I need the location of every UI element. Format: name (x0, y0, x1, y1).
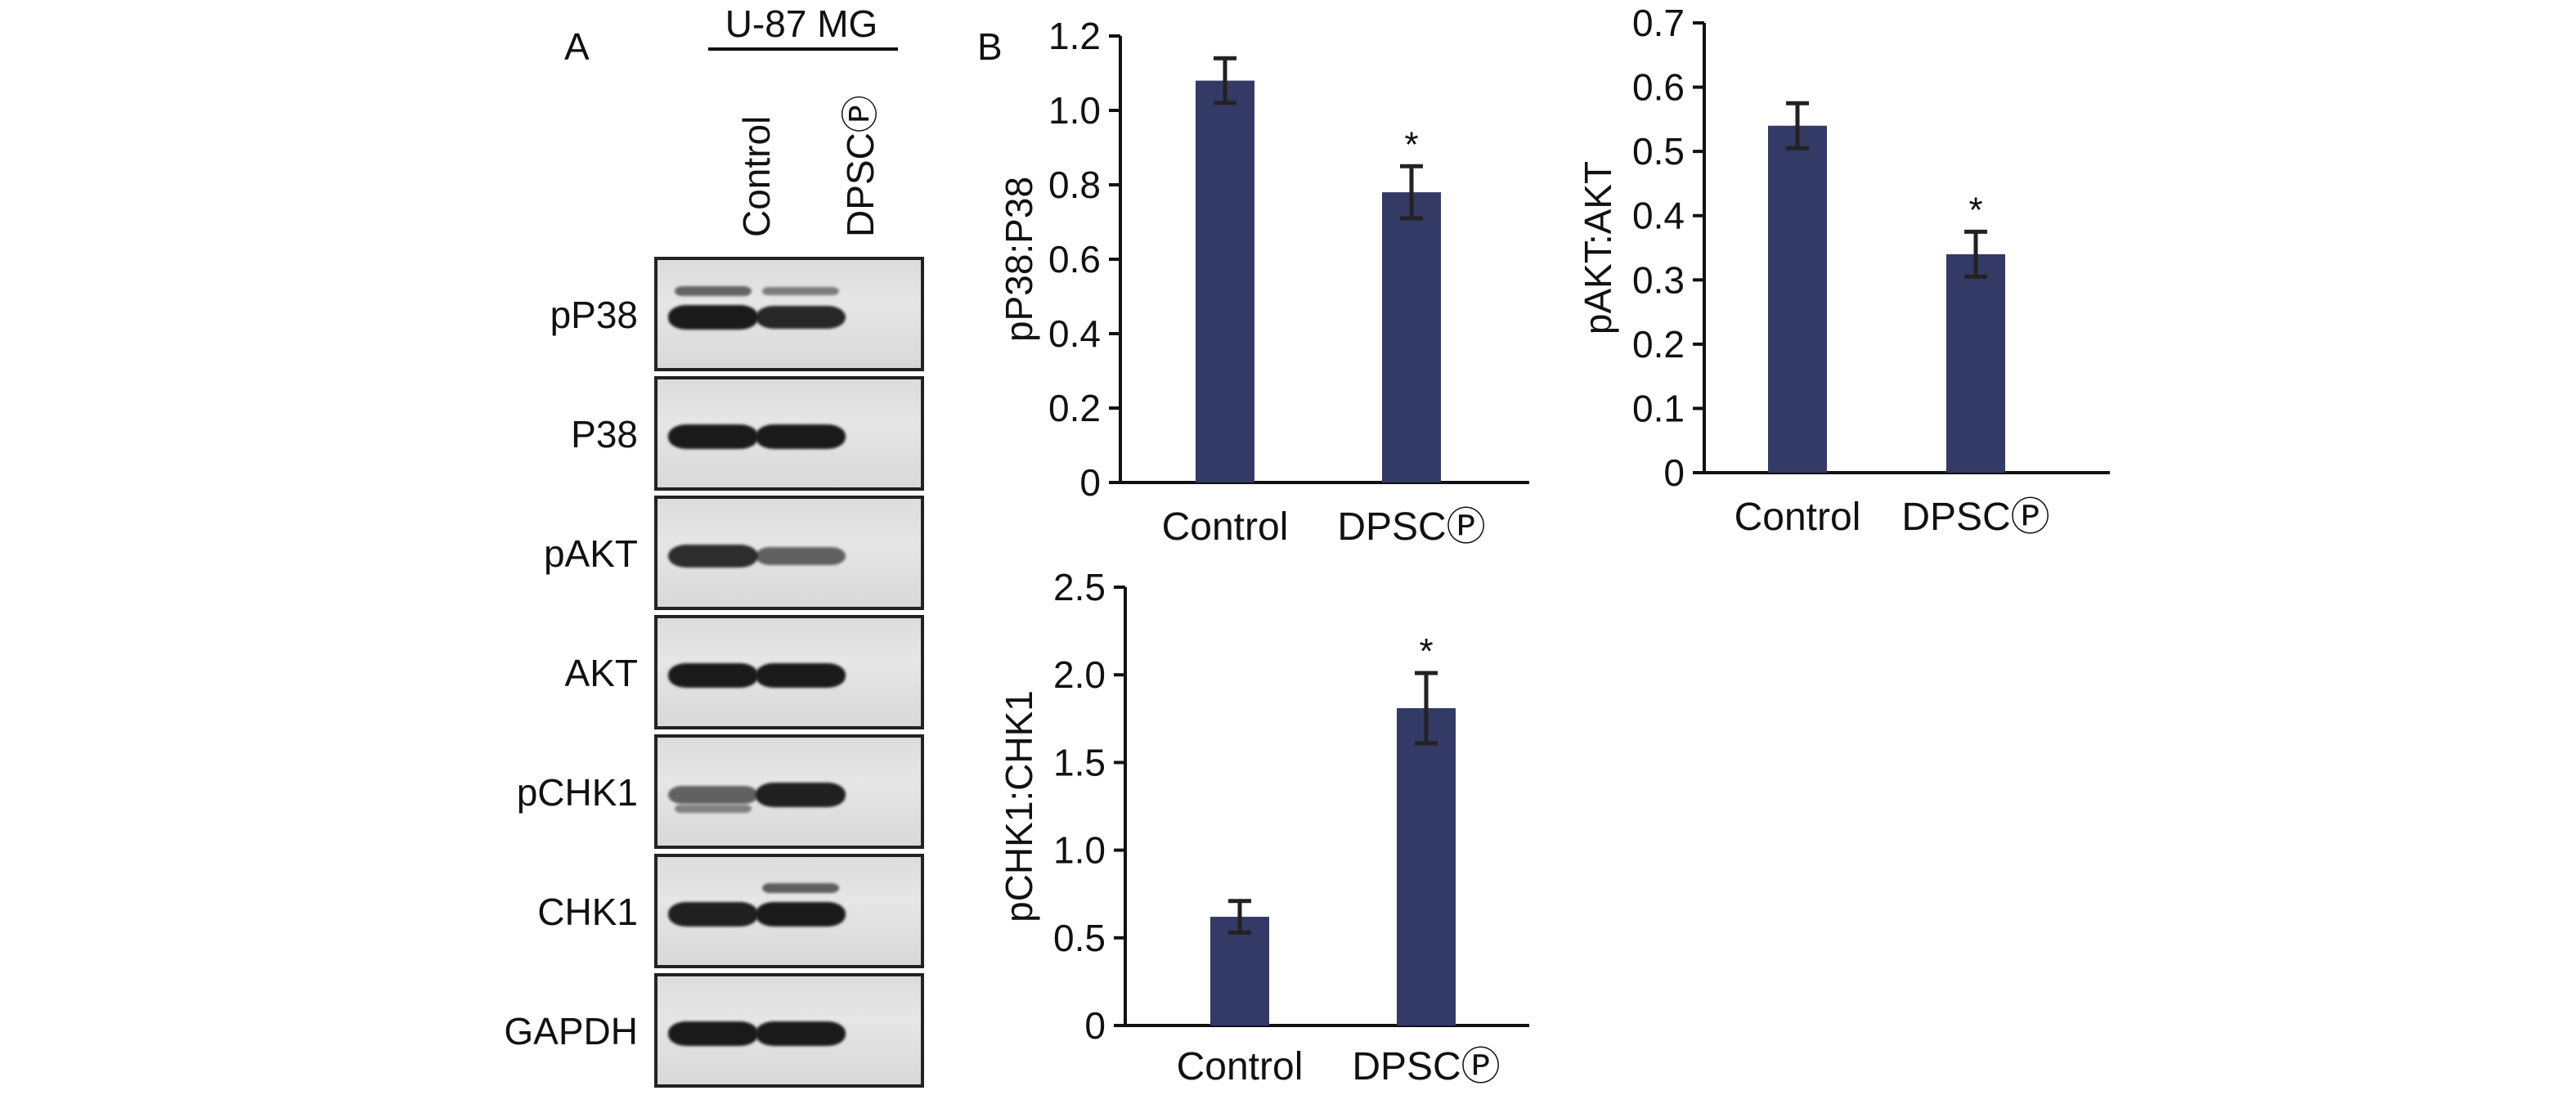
y-tick-label: 0.3 (1632, 258, 1685, 301)
x-tick-label: DPSCⓅ (1337, 505, 1485, 549)
blot-band (756, 663, 846, 688)
bar (1397, 707, 1456, 1025)
significance-marker: * (1968, 190, 1982, 230)
y-axis-label: pP38:P38 (998, 177, 1040, 342)
cell-line-underline (708, 47, 898, 51)
x-tick-label: DPSCⓅ (1901, 496, 2049, 539)
bar-chart-pp38: 0 0.2 0.4 0.6 0.8 1.0 1.2 pP38:P38 Control * DPSCⓅ (998, 15, 1529, 549)
y-tick-label: 0 (1084, 1004, 1106, 1047)
panel-b-label: B (977, 25, 1003, 68)
y-tick-label: 0.4 (1048, 312, 1101, 355)
y-tick-label: 0.4 (1632, 195, 1685, 237)
bar-chart-pchk1: 0 0.5 1.0 1.5 2.0 2.5 pCHK1:CHK1 Control * DPSCⓅ (998, 566, 1529, 1088)
blot-strip (654, 973, 924, 1088)
blot-band (668, 545, 758, 568)
cell-line-label: U-87 MG (725, 2, 878, 45)
y-tick-label: 0 (1663, 451, 1685, 494)
lane-label-dpsc: DPSCⓅ (839, 95, 882, 237)
blot-band (756, 547, 846, 565)
blot-band (668, 1021, 758, 1046)
blot-row-label: pP38 (550, 294, 638, 336)
y-tick-label: 2.5 (1053, 566, 1106, 608)
blot-row-label: CHK1 (537, 891, 638, 933)
blot-band-secondary (762, 882, 839, 894)
y-axis-label: pAKT:AKT (1577, 161, 1619, 334)
x-tick-label: Control (1735, 496, 1861, 539)
blot-band (756, 305, 846, 330)
y-axis-label: pCHK1:CHK1 (998, 690, 1040, 922)
x-tick-label: Control (1162, 505, 1289, 549)
y-tick-label: 0.2 (1048, 387, 1101, 429)
blot-band (668, 305, 758, 330)
blot-band (756, 783, 846, 807)
blot-band-secondary (675, 285, 752, 297)
blot-band (668, 663, 758, 688)
y-tick-label: 0.5 (1053, 917, 1106, 959)
blot-row-label: pCHK1 (516, 771, 638, 814)
y-tick-label: 0 (1079, 461, 1101, 504)
y-tick-label: 0.7 (1632, 2, 1685, 44)
significance-marker: * (1419, 631, 1433, 671)
blot-band (668, 786, 758, 804)
blot-row-label: P38 (571, 413, 638, 456)
blot-band (668, 424, 758, 449)
bar (1946, 254, 2005, 473)
y-tick-label: 0.8 (1048, 164, 1101, 206)
bar-chart-pakt: 0 0.1 0.2 0.3 0.4 0.5 0.6 0.7 pAKT:AKT Control * DP… (1577, 2, 2110, 539)
blot-row-label: GAPDH (504, 1010, 638, 1052)
bar (1768, 125, 1827, 473)
y-tick-label: 1.5 (1053, 741, 1106, 783)
y-tick-label: 0.6 (1048, 238, 1101, 280)
panel-a-label: A (564, 25, 590, 68)
blot-band (756, 902, 846, 927)
blot-band (756, 1021, 846, 1046)
blot-strip (654, 734, 924, 849)
y-tick-label: 1.0 (1053, 829, 1106, 872)
blot-strip (654, 496, 924, 610)
blot-strip (654, 257, 924, 371)
blot-row-label: pAKT (543, 532, 638, 575)
blot-band-secondary (675, 805, 752, 814)
y-tick-label: 0.1 (1632, 387, 1685, 429)
significance-marker: * (1404, 124, 1418, 164)
blot-strip (654, 615, 924, 729)
y-tick-label: 0.2 (1632, 323, 1685, 366)
bar (1382, 192, 1441, 482)
blot-band (668, 902, 758, 927)
blot-strip (654, 376, 924, 491)
x-tick-label: DPSCⓅ (1352, 1045, 1500, 1088)
y-tick-label: 0.6 (1632, 66, 1685, 109)
y-tick-label: 2.0 (1053, 653, 1106, 696)
lane-label-control: Control (735, 115, 778, 237)
blot-strip (654, 854, 924, 968)
y-tick-label: 1.0 (1048, 89, 1101, 132)
blot-band-secondary (762, 286, 839, 296)
bar (1210, 917, 1269, 1025)
y-tick-label: 1.2 (1048, 15, 1101, 57)
y-tick-label: 0.5 (1632, 130, 1685, 173)
blot-band (756, 424, 846, 449)
bar (1196, 80, 1254, 482)
x-tick-label: Control (1177, 1045, 1304, 1088)
blot-row-label: AKT (564, 652, 638, 694)
